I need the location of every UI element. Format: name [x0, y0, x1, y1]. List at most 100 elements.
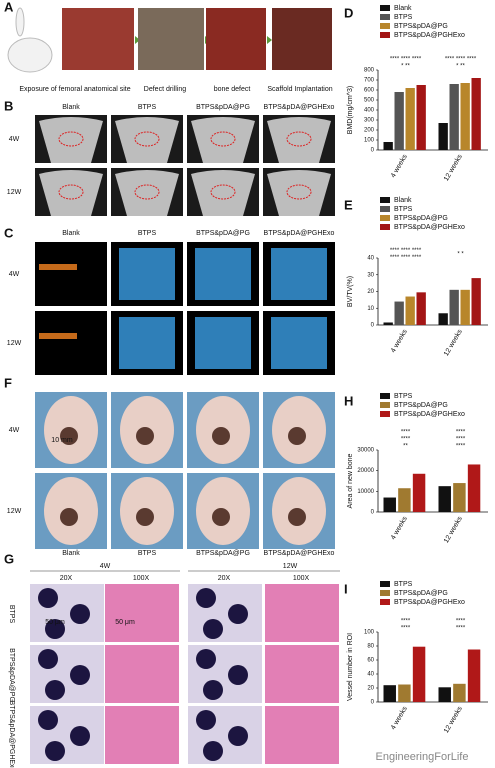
histology	[105, 706, 179, 764]
bone	[267, 170, 331, 216]
cell-cluster	[228, 726, 248, 746]
column-header: BTPS&pDA@PGHExo	[264, 104, 335, 111]
y-tick-label: 60	[367, 658, 374, 664]
scaffold	[119, 317, 175, 369]
y-tick-label: 20	[367, 289, 374, 295]
y-tick-label: 0	[371, 700, 375, 706]
histology	[105, 584, 179, 642]
legend-label: BTPS&pDA@PGHExo	[394, 411, 465, 418]
cell-cluster	[203, 680, 223, 700]
legend-label: BTPS	[394, 14, 413, 21]
panel-label: A	[4, 0, 14, 14]
bar	[449, 289, 459, 325]
y-axis-title: Area of new bone	[347, 453, 354, 508]
y-axis-title: Vessel number in ROI	[347, 633, 354, 701]
x-tick-label: 4 weeks	[390, 153, 409, 179]
defect	[288, 508, 306, 526]
legend-label: BTPS&pDA@PGHExo	[394, 224, 465, 231]
y-tick-label: 500	[364, 98, 375, 104]
bar	[471, 78, 481, 150]
y-tick-label: 10000	[357, 489, 374, 495]
legend-label: BTPS	[394, 581, 413, 588]
cell-cluster	[38, 588, 58, 608]
legend-swatch	[380, 590, 390, 596]
y-tick-label: 0	[371, 148, 375, 154]
panel-label: C	[4, 225, 14, 240]
cell-cluster	[38, 649, 58, 669]
bar	[471, 278, 481, 325]
panel-label: G	[4, 551, 14, 566]
legend-swatch	[380, 32, 390, 38]
caption: Scaffold Implantation	[267, 86, 332, 93]
bone	[115, 170, 179, 216]
significance: ****	[401, 626, 411, 632]
caption: Exposure of femoral anatomical site	[19, 86, 130, 93]
defect	[60, 427, 78, 445]
row-label: 12W	[7, 340, 22, 347]
y-tick-label: 40	[367, 256, 374, 262]
row-label: BTPS&pDA@PGHExo	[8, 701, 15, 768]
y-tick-label: 0	[371, 323, 375, 329]
bar	[453, 683, 466, 702]
y-tick-label: 20	[367, 686, 374, 692]
y-tick-label: 80	[367, 644, 374, 650]
panel-label: E	[344, 197, 353, 212]
legend-swatch	[380, 224, 390, 230]
x-tick-label: 4 weeks	[390, 515, 409, 541]
significance: **** **** ****	[390, 255, 422, 261]
bar	[460, 83, 470, 150]
x-tick-label: 4 weeks	[390, 705, 409, 731]
x-tick-label: 12 weeks	[443, 153, 464, 183]
legend-label: BTPS	[394, 206, 413, 213]
bar	[405, 296, 415, 325]
column-header: Blank	[62, 104, 80, 111]
cell-cluster	[70, 665, 90, 685]
defect	[288, 427, 306, 445]
significance: **	[403, 444, 408, 450]
column-header: BTPS	[138, 550, 157, 557]
y-tick-label: 400	[364, 108, 375, 114]
defect	[136, 508, 154, 526]
bar	[438, 486, 451, 512]
y-tick-label: 20000	[357, 468, 374, 474]
bone	[39, 170, 103, 216]
caption: Defect drilling	[144, 86, 187, 93]
scaffold	[39, 264, 77, 270]
legend-label: BTPS&pDA@PG	[394, 590, 448, 597]
scale-bar: 50 μm	[115, 619, 135, 626]
bar	[438, 687, 451, 702]
significance: ****	[401, 430, 411, 436]
y-tick-label: 800	[364, 68, 375, 74]
defect	[136, 427, 154, 445]
scaffold	[119, 248, 175, 300]
significance: * **	[456, 64, 465, 70]
legend-swatch	[380, 411, 390, 417]
defect-circle	[58, 184, 84, 200]
bar	[383, 322, 393, 325]
legend-label: BTPS&pDA@PG	[394, 23, 448, 30]
y-tick-label: 300	[364, 118, 375, 124]
significance: ****	[401, 619, 411, 625]
scaffold	[195, 248, 251, 300]
watermark: EngineeringForLife	[376, 751, 469, 763]
group-header: 12W	[283, 563, 298, 570]
magnification: 20X	[218, 575, 231, 582]
scaffold	[271, 248, 327, 300]
legend-label: BTPS	[394, 393, 413, 400]
defect-circle	[134, 131, 160, 147]
column-header: BTPS&pDA@PGHExo	[264, 550, 335, 557]
cell-cluster	[228, 665, 248, 685]
legend-swatch	[380, 206, 390, 212]
bar	[394, 92, 404, 150]
defect-circle	[58, 131, 84, 147]
scaffold	[271, 317, 327, 369]
significance: **** **** ****	[390, 57, 422, 63]
arrow	[135, 36, 140, 44]
arrow	[267, 36, 272, 44]
cell-cluster	[70, 726, 90, 746]
bone	[191, 170, 255, 216]
column-header: BTPS&pDA@PGHExo	[264, 230, 335, 237]
legend-label: BTPS&pDA@PGHExo	[394, 32, 465, 39]
bar	[416, 85, 426, 150]
image	[35, 242, 107, 306]
